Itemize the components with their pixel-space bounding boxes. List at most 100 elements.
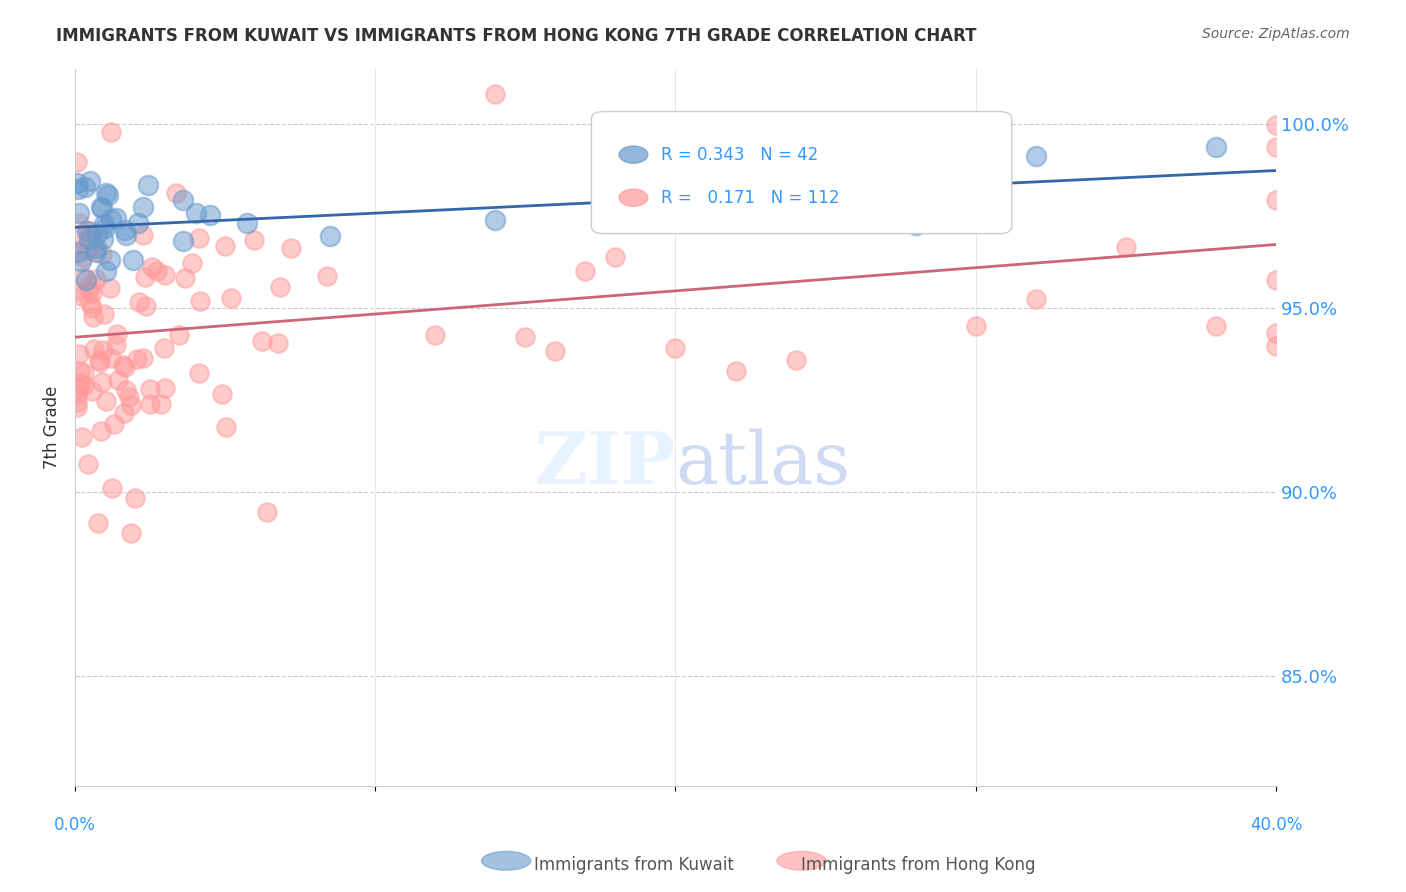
Text: Source: ZipAtlas.com: Source: ZipAtlas.com bbox=[1202, 27, 1350, 41]
Point bbox=[214, 238, 236, 252]
Point bbox=[70, 430, 93, 444]
Text: R =   0.171   N = 112: R = 0.171 N = 112 bbox=[661, 189, 839, 207]
Point bbox=[484, 87, 506, 102]
Point bbox=[97, 188, 120, 202]
Point bbox=[82, 240, 104, 254]
Point bbox=[128, 294, 150, 309]
Point bbox=[155, 268, 177, 282]
Point bbox=[904, 219, 927, 233]
Point bbox=[269, 280, 291, 294]
Point bbox=[1025, 292, 1047, 306]
Point bbox=[111, 358, 134, 372]
Point bbox=[634, 204, 657, 219]
Point bbox=[425, 328, 447, 343]
Point bbox=[1265, 326, 1288, 340]
Point bbox=[1115, 240, 1137, 254]
Point bbox=[91, 201, 114, 215]
Point bbox=[100, 212, 122, 227]
Point bbox=[75, 179, 97, 194]
Point bbox=[75, 273, 97, 287]
Point bbox=[250, 334, 273, 349]
Point bbox=[66, 394, 89, 409]
Circle shape bbox=[482, 851, 531, 871]
Point bbox=[605, 251, 627, 265]
Point bbox=[904, 154, 927, 169]
FancyBboxPatch shape bbox=[592, 112, 1012, 234]
Point bbox=[198, 208, 221, 222]
Point bbox=[76, 224, 98, 238]
Point bbox=[172, 194, 194, 208]
Point bbox=[89, 355, 111, 369]
Point bbox=[79, 224, 101, 238]
Point bbox=[65, 177, 87, 191]
Point bbox=[69, 376, 91, 391]
Point bbox=[73, 234, 96, 248]
Point bbox=[67, 244, 90, 259]
Point bbox=[114, 223, 136, 237]
Point bbox=[80, 278, 103, 293]
Point bbox=[139, 396, 162, 410]
Point bbox=[149, 397, 172, 411]
Point bbox=[84, 241, 107, 255]
Point bbox=[1265, 193, 1288, 207]
Point bbox=[90, 247, 112, 261]
Point bbox=[65, 400, 87, 414]
Point bbox=[94, 221, 117, 235]
Point bbox=[100, 125, 122, 139]
Point bbox=[120, 525, 142, 540]
Point bbox=[1205, 140, 1227, 154]
Point bbox=[153, 381, 176, 395]
Point bbox=[83, 342, 105, 356]
Point bbox=[69, 364, 91, 378]
Point bbox=[96, 186, 118, 200]
Circle shape bbox=[619, 146, 648, 163]
Text: Immigrants from Hong Kong: Immigrants from Hong Kong bbox=[801, 856, 1036, 874]
Point bbox=[180, 256, 202, 270]
Text: IMMIGRANTS FROM KUWAIT VS IMMIGRANTS FROM HONG KONG 7TH GRADE CORRELATION CHART: IMMIGRANTS FROM KUWAIT VS IMMIGRANTS FRO… bbox=[56, 27, 977, 45]
Point bbox=[104, 337, 127, 351]
Point bbox=[80, 301, 103, 315]
Point bbox=[124, 491, 146, 505]
Point bbox=[214, 420, 236, 434]
Point bbox=[280, 241, 302, 255]
Point bbox=[67, 182, 90, 196]
Point bbox=[87, 516, 110, 530]
Point bbox=[93, 217, 115, 231]
Point bbox=[105, 211, 128, 226]
Point bbox=[82, 310, 104, 324]
Point bbox=[122, 253, 145, 268]
Point bbox=[107, 373, 129, 387]
Point bbox=[79, 296, 101, 310]
Point bbox=[184, 205, 207, 219]
Point bbox=[112, 406, 135, 420]
Point bbox=[65, 387, 87, 401]
Point bbox=[115, 228, 138, 243]
Point bbox=[266, 335, 288, 350]
Point bbox=[1265, 140, 1288, 154]
Point bbox=[87, 352, 110, 367]
Point bbox=[515, 329, 537, 343]
Point bbox=[101, 481, 124, 495]
Point bbox=[127, 216, 149, 230]
Point bbox=[118, 390, 141, 404]
Point bbox=[73, 269, 96, 284]
Point bbox=[114, 383, 136, 397]
Point bbox=[188, 294, 211, 309]
Point bbox=[103, 417, 125, 431]
Circle shape bbox=[778, 851, 827, 871]
Point bbox=[79, 174, 101, 188]
Point bbox=[86, 227, 108, 241]
Point bbox=[91, 343, 114, 358]
Point bbox=[76, 243, 98, 257]
Point bbox=[96, 263, 118, 277]
Point bbox=[67, 383, 90, 397]
Point bbox=[91, 375, 114, 389]
Point bbox=[316, 268, 339, 283]
Text: atlas: atlas bbox=[675, 428, 851, 499]
Point bbox=[1265, 272, 1288, 286]
Point bbox=[785, 352, 807, 367]
Point bbox=[77, 231, 100, 245]
Point bbox=[484, 212, 506, 227]
Point bbox=[574, 264, 596, 278]
Point bbox=[132, 351, 155, 365]
